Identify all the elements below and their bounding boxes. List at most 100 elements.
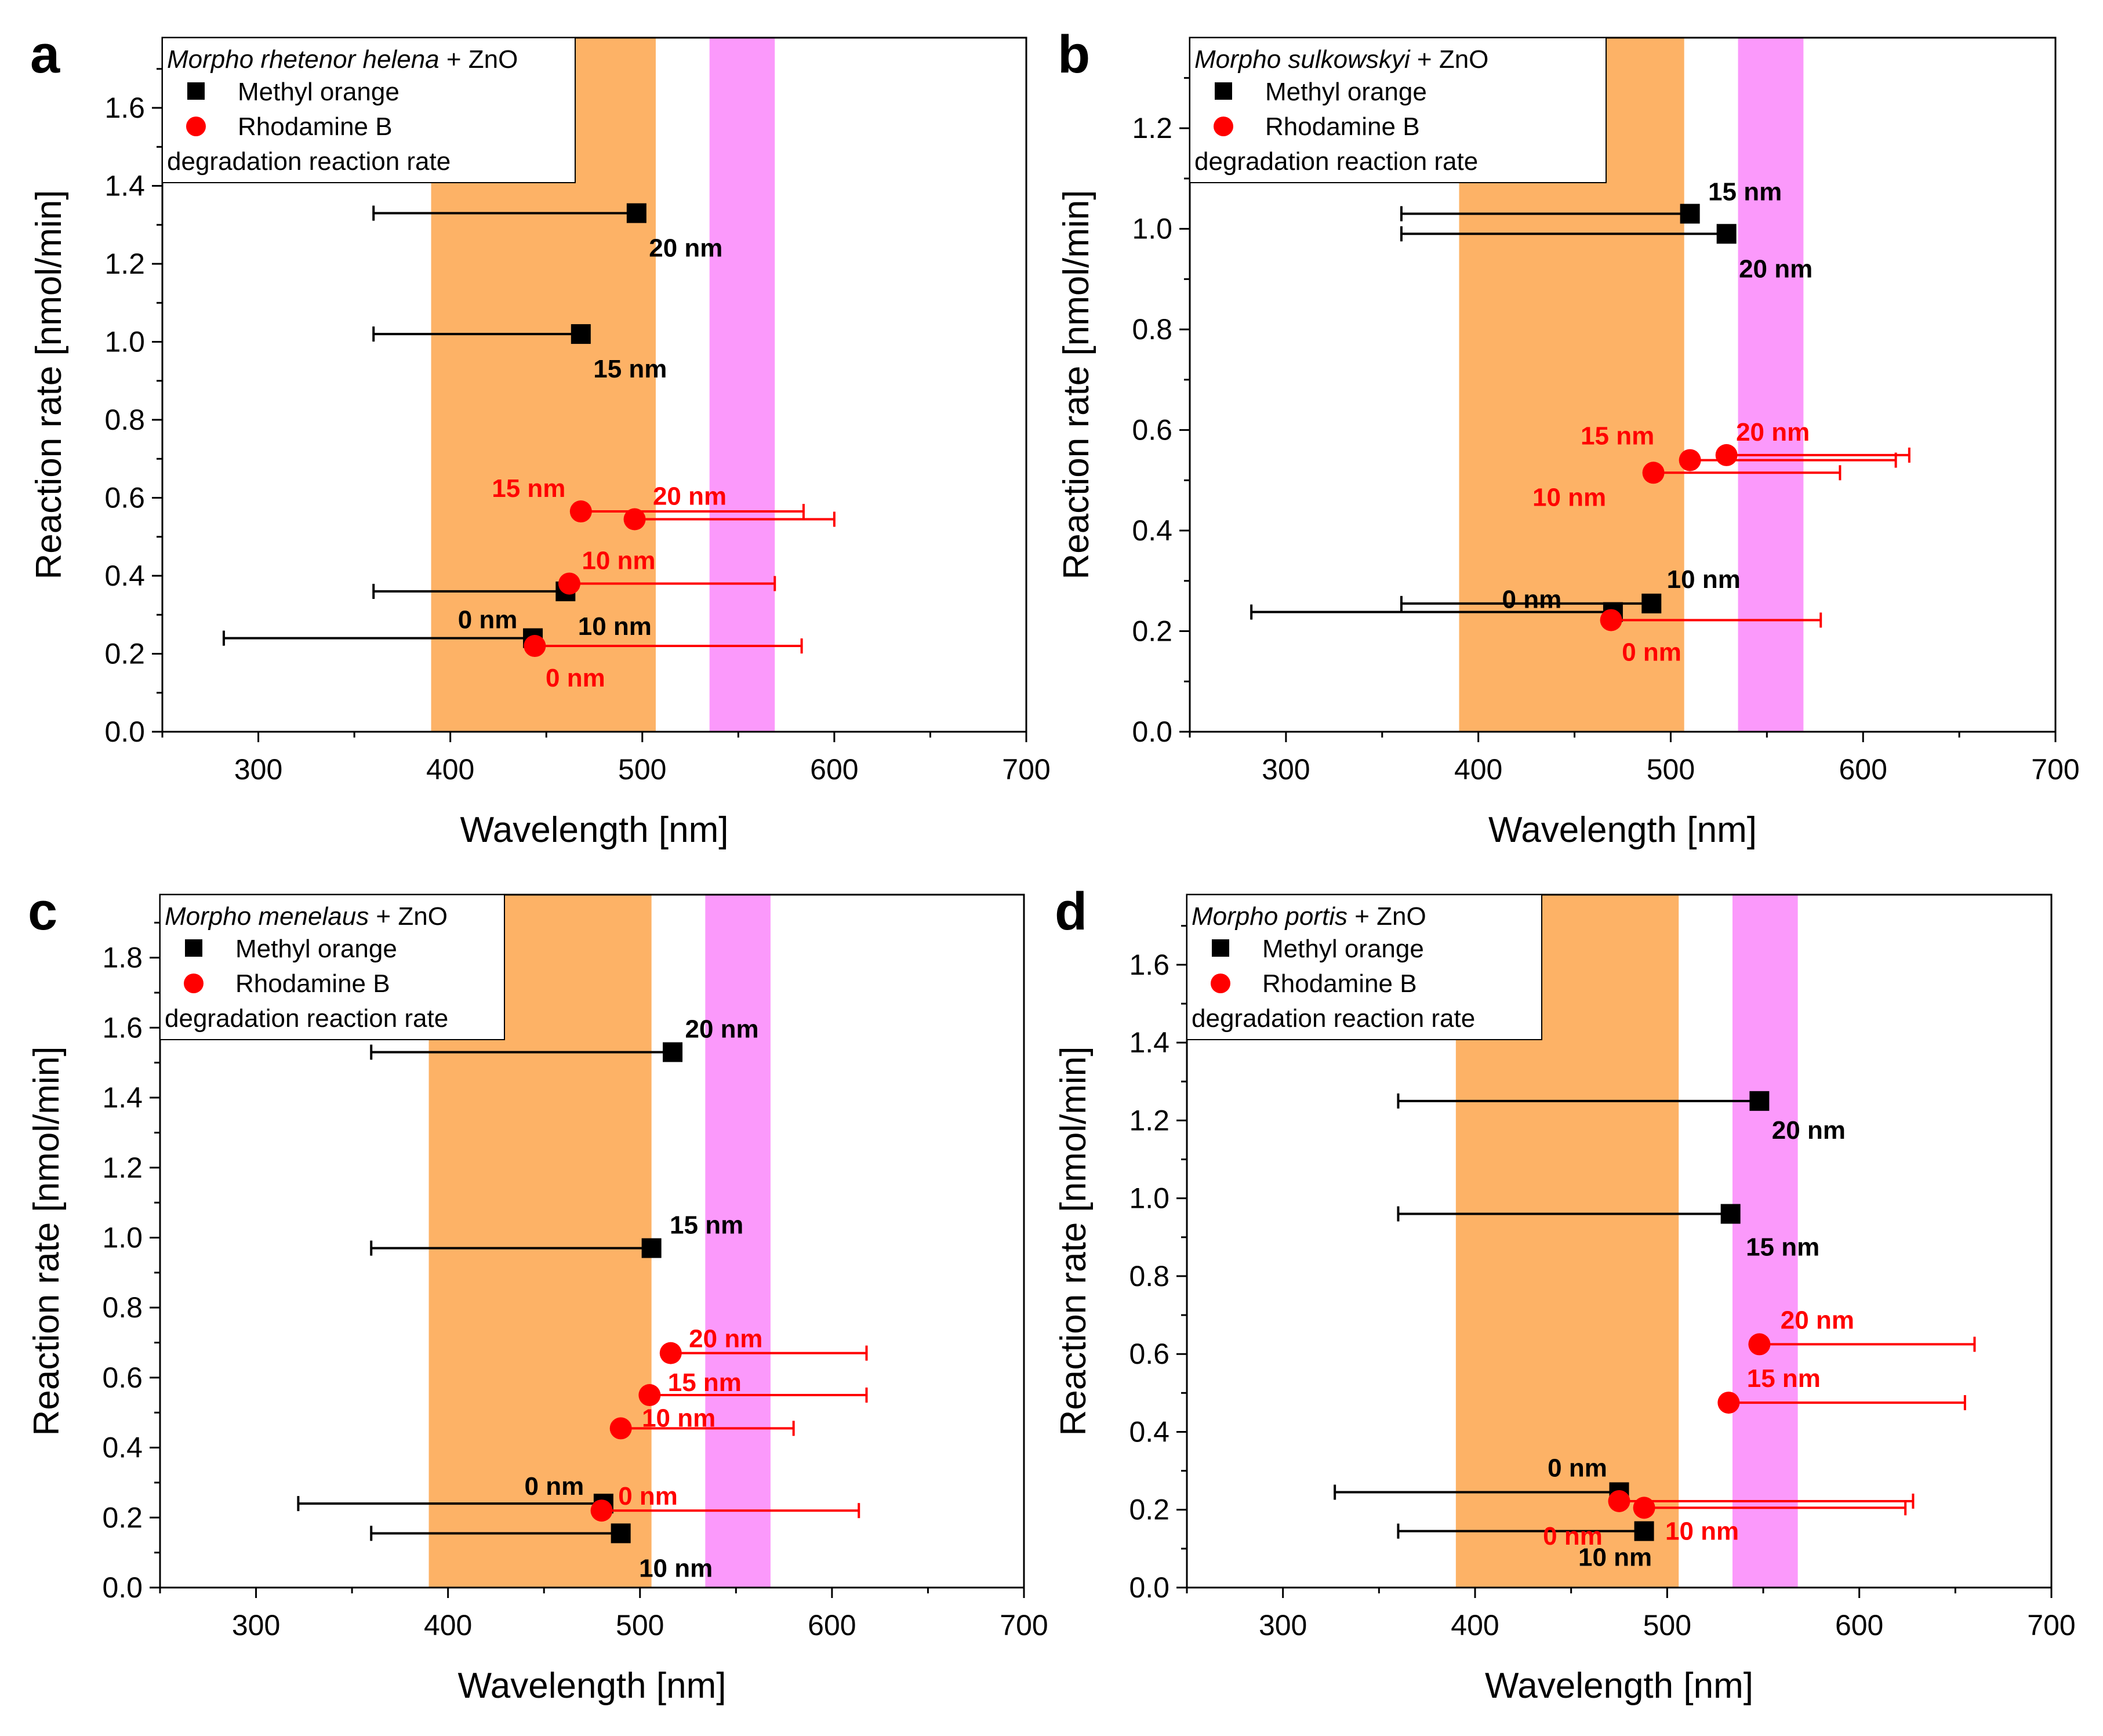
y-tick-label: 0.6 bbox=[1129, 1338, 1169, 1370]
y-axis-title: Reaction rate [nmol/min] bbox=[29, 190, 69, 580]
plot-frame bbox=[1186, 894, 2053, 1589]
legend-item-rhodamine-b: Rhodamine B bbox=[238, 112, 393, 141]
point-label: 10 nm bbox=[1665, 1517, 1739, 1545]
data-point-square bbox=[611, 1523, 631, 1543]
data-point-circle bbox=[1600, 609, 1622, 631]
legend-item-methyl-orange: Methyl orange bbox=[1265, 78, 1427, 106]
y-tick-label: 0.0 bbox=[1129, 1571, 1169, 1604]
x-tick-label: 500 bbox=[1647, 753, 1695, 786]
y-tick-label: 1.0 bbox=[104, 326, 145, 358]
x-axis-title: Wavelength [nm] bbox=[1488, 810, 1757, 850]
point-label: 10 nm bbox=[1667, 565, 1741, 594]
y-tick-label: 1.0 bbox=[1129, 1182, 1169, 1215]
legend-title-suffix: + ZnO bbox=[440, 45, 518, 74]
data-point-circle bbox=[609, 1417, 632, 1440]
y-tick-label: 0.4 bbox=[1132, 514, 1172, 547]
y-tick-label: 1.4 bbox=[104, 170, 145, 202]
data-point-circle bbox=[638, 1384, 661, 1407]
panel-letter: d bbox=[1055, 882, 1087, 941]
panel-letter: b bbox=[1058, 25, 1090, 84]
y-tick-label: 0.2 bbox=[104, 638, 145, 670]
y-tick-label: 0.2 bbox=[1129, 1494, 1169, 1526]
y-tick-label: 0.4 bbox=[1129, 1415, 1169, 1448]
point-label: 15 nm bbox=[593, 355, 667, 383]
pink-band bbox=[1732, 895, 1798, 1588]
y-tick-label: 0.8 bbox=[1132, 313, 1172, 346]
point-label: 0 nm bbox=[546, 664, 605, 692]
x-tick-label: 600 bbox=[810, 753, 858, 786]
point-label: 0 nm bbox=[618, 1482, 678, 1510]
point-label: 20 nm bbox=[689, 1325, 762, 1353]
legend-square-icon bbox=[1215, 82, 1232, 100]
x-tick-label: 400 bbox=[1451, 1609, 1499, 1641]
plot-frame bbox=[1189, 37, 2057, 733]
y-tick-label: 0.4 bbox=[102, 1432, 143, 1464]
pink-band bbox=[1738, 38, 1804, 732]
point-label: 10 nm bbox=[642, 1404, 715, 1432]
x-tick-label: 400 bbox=[1454, 753, 1502, 786]
legend-square-icon bbox=[187, 82, 205, 100]
legend-title: Morpho sulkowskyi + ZnO bbox=[1194, 45, 1488, 74]
point-label: 15 nm bbox=[668, 1368, 742, 1397]
legend-item-methyl-orange: Methyl orange bbox=[238, 78, 399, 106]
point-label: 15 nm bbox=[1746, 1233, 1819, 1262]
legend-circle-icon bbox=[184, 974, 204, 993]
data-point-circle bbox=[569, 500, 592, 523]
legend-title-suffix: + ZnO bbox=[1410, 45, 1489, 74]
y-tick-label: 1.4 bbox=[102, 1081, 143, 1114]
x-tick-label: 500 bbox=[618, 753, 666, 786]
point-label: 10 nm bbox=[582, 546, 655, 575]
point-label: 15 nm bbox=[1581, 422, 1654, 451]
legend-title: Morpho portis + ZnO bbox=[1192, 902, 1426, 931]
y-tick-label: 0.0 bbox=[102, 1571, 143, 1604]
legend-title-suffix: + ZnO bbox=[1347, 902, 1426, 931]
point-label: 20 nm bbox=[653, 482, 727, 511]
legend-title-species: Morpho menelaus bbox=[165, 902, 369, 931]
y-tick-label: 1.6 bbox=[1129, 949, 1169, 981]
data-point-circle bbox=[1715, 444, 1738, 466]
data-point-circle bbox=[1633, 1497, 1655, 1519]
legend-square-icon bbox=[185, 939, 202, 957]
y-tick-label: 0.6 bbox=[102, 1361, 143, 1394]
panel-d: 300 400 500 600 700 0.0 0.2 0.4 0.6 0.8 1.0 1.2 1.4 1… bbox=[1054, 882, 2076, 1706]
x-axis-title: Wavelength [nm] bbox=[1485, 1666, 1753, 1706]
legend-caption: degradation reaction rate bbox=[1194, 147, 1478, 176]
pink-band bbox=[709, 38, 775, 732]
legend-box bbox=[1189, 37, 1607, 183]
point-label: 10 nm bbox=[639, 1554, 713, 1582]
legend-circle-icon bbox=[1214, 117, 1233, 136]
y-tick-label: 1.2 bbox=[104, 248, 145, 280]
y-tick-label: 1.4 bbox=[1129, 1026, 1169, 1059]
y-tick-label: 1.2 bbox=[102, 1152, 143, 1184]
point-label: 15 nm bbox=[670, 1211, 743, 1240]
data-point-circle bbox=[1608, 1490, 1630, 1512]
data-point-circle bbox=[1642, 462, 1665, 484]
data-point-square bbox=[1634, 1521, 1654, 1541]
panel-a: 300 400 500 600 700 0.0 0.2 0.4 0.6 0.8 1.0 1.2 1.4 1… bbox=[29, 25, 1051, 850]
y-tick-label: 0.6 bbox=[104, 482, 145, 514]
y-tick-label: 0.2 bbox=[1132, 615, 1172, 648]
legend-caption: degradation reaction rate bbox=[167, 147, 451, 176]
legend-item-methyl-orange: Methyl orange bbox=[235, 935, 397, 963]
point-label: 0 nm bbox=[525, 1472, 584, 1501]
point-label: 20 nm bbox=[1772, 1116, 1846, 1145]
y-tick-label: 1.0 bbox=[1132, 213, 1172, 245]
x-tick-label: 500 bbox=[1643, 1609, 1691, 1641]
x-tick-label: 700 bbox=[2027, 1609, 2075, 1641]
legend-title: Morpho menelaus + ZnO bbox=[165, 902, 448, 931]
x-tick-label: 600 bbox=[1839, 753, 1887, 786]
x-tick-label: 400 bbox=[426, 753, 474, 786]
legend-box bbox=[1186, 894, 1542, 1040]
legend-box bbox=[159, 894, 505, 1040]
data-point-square bbox=[663, 1042, 683, 1062]
y-tick-label: 0.8 bbox=[102, 1291, 143, 1324]
legend-caption: degradation reaction rate bbox=[1192, 1004, 1475, 1033]
point-label: 10 nm bbox=[1532, 483, 1606, 511]
point-label: 0 nm bbox=[458, 606, 518, 634]
data-point-square bbox=[571, 324, 591, 344]
legend-item-rhodamine-b: Rhodamine B bbox=[1262, 969, 1417, 998]
x-tick-label: 400 bbox=[424, 1609, 472, 1641]
data-point-circle bbox=[659, 1342, 682, 1364]
legend-title-species: Morpho portis bbox=[1192, 902, 1347, 931]
